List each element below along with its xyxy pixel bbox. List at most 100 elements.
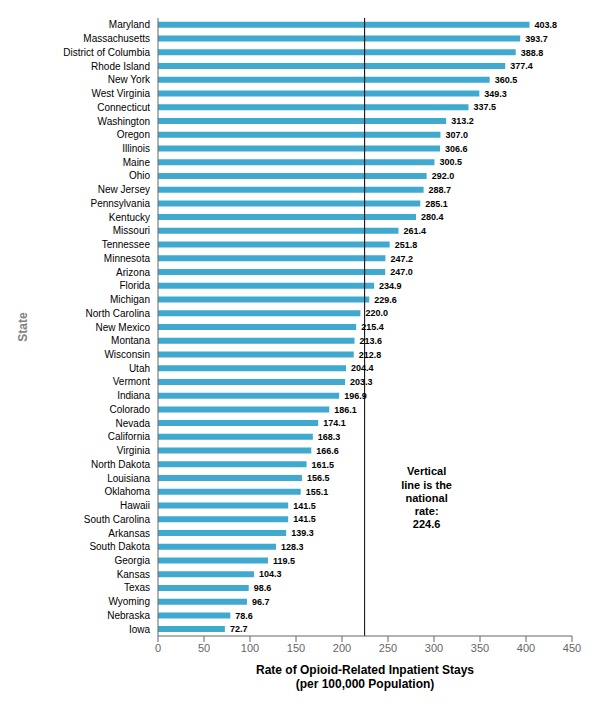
svg-text:Texas: Texas [124,582,150,593]
svg-text:168.3: 168.3 [318,432,341,442]
svg-text:313.2: 313.2 [451,116,474,126]
svg-text:292.0: 292.0 [432,171,455,181]
svg-text:Illinois: Illinois [122,143,150,154]
svg-text:251.8: 251.8 [395,240,418,250]
svg-text:100: 100 [241,642,259,654]
svg-text:Iowa: Iowa [129,624,151,635]
svg-text:Utah: Utah [129,363,150,374]
svg-text:Oklahoma: Oklahoma [104,486,150,497]
svg-text:0: 0 [155,642,161,654]
svg-text:400: 400 [517,642,535,654]
svg-text:128.3: 128.3 [281,542,304,552]
svg-text:New Jersey: New Jersey [98,184,150,195]
svg-text:300: 300 [425,642,443,654]
svg-text:247.2: 247.2 [390,254,413,264]
svg-text:285.1: 285.1 [425,199,448,209]
svg-text:337.5: 337.5 [474,102,497,112]
svg-text:Hawaii: Hawaii [120,500,150,511]
svg-text:288.7: 288.7 [429,185,452,195]
svg-text:300.5: 300.5 [439,157,462,167]
svg-text:174.1: 174.1 [323,418,346,428]
svg-text:388.8: 388.8 [521,48,544,58]
svg-text:196.9: 196.9 [344,391,367,401]
svg-text:Colorado: Colorado [109,404,150,415]
svg-text:377.4: 377.4 [510,61,533,71]
svg-text:215.4: 215.4 [361,322,384,332]
svg-text:Oregon: Oregon [117,129,150,140]
svg-text:Connecticut: Connecticut [97,102,150,113]
svg-text:161.5: 161.5 [312,460,335,470]
svg-text:155.1: 155.1 [306,487,329,497]
svg-text:New York: New York [108,74,151,85]
svg-text:Missouri: Missouri [113,225,150,236]
svg-text:North Dakota: North Dakota [91,459,150,470]
svg-text:Kentucky: Kentucky [109,212,150,223]
svg-text:50: 50 [198,642,210,654]
svg-text:District of Columbia: District of Columbia [63,47,150,58]
svg-text:349.3: 349.3 [484,89,507,99]
svg-text:119.5: 119.5 [273,556,295,566]
svg-text:Kansas: Kansas [117,569,150,580]
svg-text:Maryland: Maryland [109,19,150,30]
svg-text:Tennessee: Tennessee [102,239,151,250]
svg-text:Louisiana: Louisiana [107,473,150,484]
svg-text:California: California [108,431,151,442]
svg-text:403.8: 403.8 [534,20,557,30]
svg-text:Maine: Maine [123,157,151,168]
svg-text:360.5: 360.5 [495,75,518,85]
svg-text:247.0: 247.0 [390,267,413,277]
svg-text:150: 150 [287,642,305,654]
svg-text:Ohio: Ohio [129,170,151,181]
svg-text:261.4: 261.4 [403,226,426,236]
svg-text:Michigan: Michigan [110,294,150,305]
svg-text:139.3: 139.3 [291,528,314,538]
svg-text:South Dakota: South Dakota [89,541,150,552]
svg-text:Wyoming: Wyoming [108,596,150,607]
svg-text:186.1: 186.1 [334,405,357,415]
svg-text:98.6: 98.6 [254,583,272,593]
svg-text:280.4: 280.4 [421,212,444,222]
svg-text:141.5: 141.5 [293,514,316,524]
svg-text:234.9: 234.9 [379,281,402,291]
svg-text:Nevada: Nevada [116,418,151,429]
svg-text:220.0: 220.0 [365,308,388,318]
svg-text:350: 350 [471,642,489,654]
svg-text:72.7: 72.7 [230,624,248,634]
svg-text:212.8: 212.8 [359,350,382,360]
svg-text:393.7: 393.7 [525,34,548,44]
svg-text:141.5: 141.5 [293,501,316,511]
svg-text:State: State [16,312,30,342]
svg-text:Minnesota: Minnesota [104,253,151,264]
svg-text:166.6: 166.6 [316,446,339,456]
svg-text:450: 450 [563,642,581,654]
svg-text:New Mexico: New Mexico [96,322,151,333]
svg-text:213.6: 213.6 [360,336,383,346]
svg-text:Arizona: Arizona [116,267,150,278]
svg-text:West Virginia: West Virginia [91,88,150,99]
svg-text:Pennsylvania: Pennsylvania [91,198,151,209]
svg-text:Rate of Opioid-Related Inpatie: Rate of Opioid-Related Inpatient Stays(p… [256,663,474,691]
svg-text:203.3: 203.3 [350,377,373,387]
svg-text:156.5: 156.5 [307,473,330,483]
svg-text:Indiana: Indiana [117,390,150,401]
svg-text:South Carolina: South Carolina [84,514,151,525]
svg-text:Vermont: Vermont [113,376,150,387]
svg-text:104.3: 104.3 [259,569,282,579]
svg-text:96.7: 96.7 [252,597,270,607]
svg-text:307.0: 307.0 [445,130,468,140]
svg-text:78.6: 78.6 [235,611,253,621]
svg-text:200: 200 [333,642,351,654]
svg-text:306.6: 306.6 [445,144,468,154]
svg-text:Montana: Montana [111,335,150,346]
svg-text:Nebraska: Nebraska [107,610,150,621]
svg-text:Wisconsin: Wisconsin [104,349,150,360]
svg-text:250: 250 [379,642,397,654]
svg-text:Virginia: Virginia [117,445,151,456]
svg-text:Florida: Florida [119,280,150,291]
svg-text:Massachusetts: Massachusetts [83,33,150,44]
svg-text:Rhode Island: Rhode Island [91,61,150,72]
svg-text:229.6: 229.6 [374,295,397,305]
svg-text:204.4: 204.4 [351,363,374,373]
svg-text:Washington: Washington [98,116,150,127]
svg-text:North Carolina: North Carolina [86,308,151,319]
